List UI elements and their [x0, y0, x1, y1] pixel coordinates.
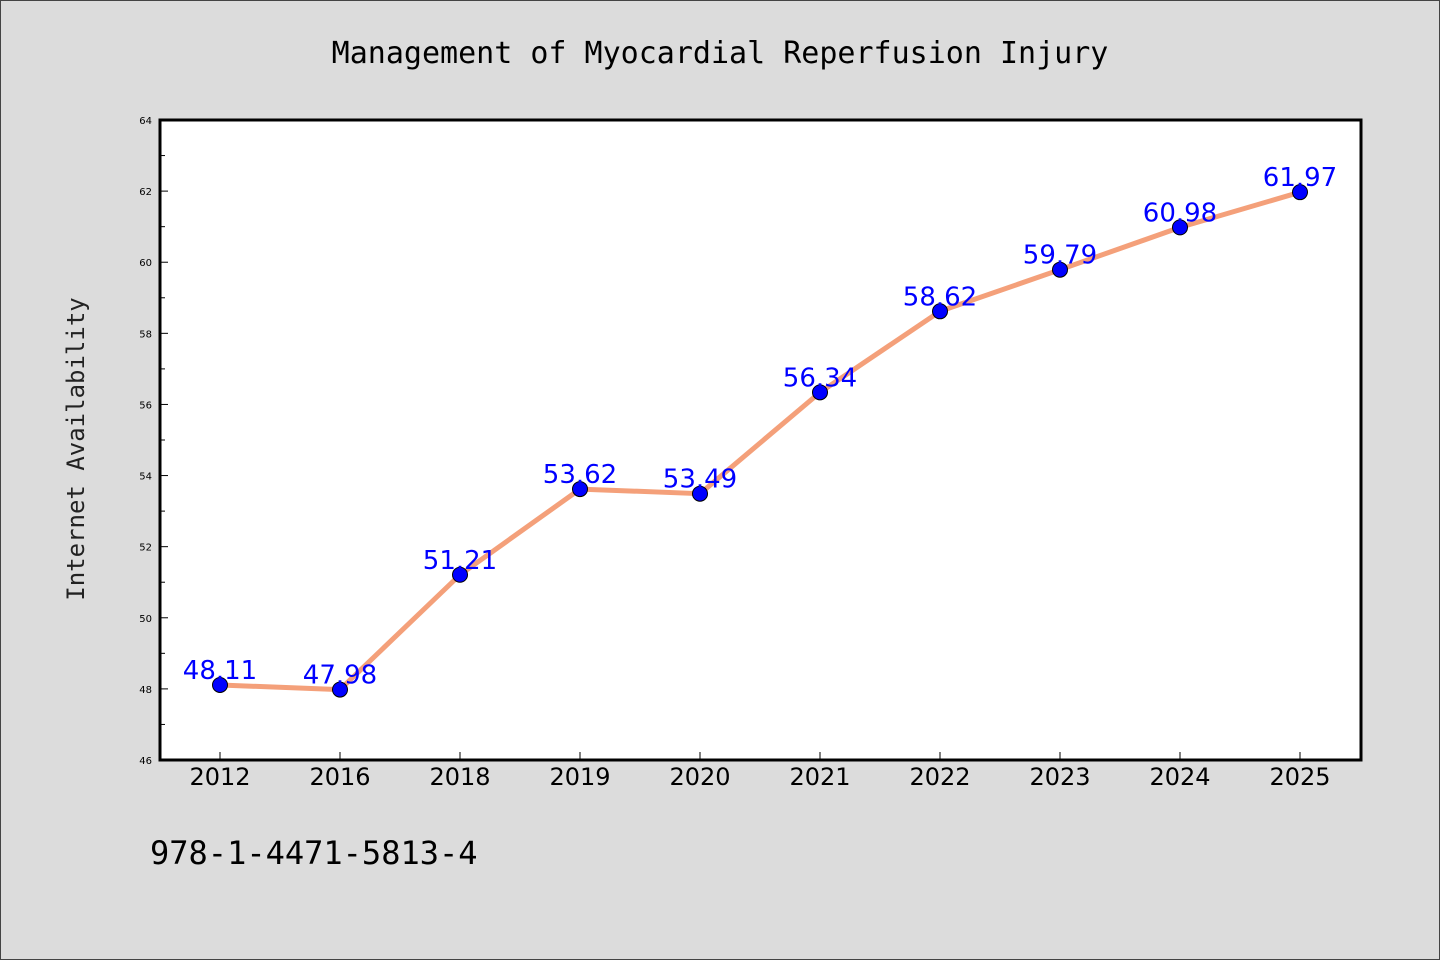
data-point [572, 481, 588, 498]
data-point [332, 681, 348, 698]
x-tick-label: 2024 [1149, 763, 1210, 791]
y-tick-label: 64 [139, 116, 152, 127]
y-tick-label: 52 [139, 543, 152, 554]
y-tick-label: 62 [139, 187, 152, 198]
data-label: 56.34 [783, 363, 857, 393]
data-label: 58.62 [903, 282, 977, 312]
data-point [1172, 219, 1188, 236]
x-tick-label: 2016 [309, 763, 370, 791]
isbn-text: 978-1-4471-5813-4 [150, 834, 478, 872]
data-point [212, 676, 228, 693]
data-point [932, 303, 948, 320]
x-tick-label: 2018 [429, 763, 490, 791]
data-label: 60.98 [1143, 198, 1217, 228]
x-tick-label: 2022 [909, 763, 970, 791]
x-axis: 2012 2016 2018 2019 2020 2021 2022 2023 2024 2025 [189, 752, 1331, 791]
data-label: 61.97 [1263, 163, 1337, 193]
chart-title: Management of Myocardial Reperfusion Inj… [332, 36, 1109, 71]
x-tick-label: 2020 [669, 763, 730, 791]
y-tick-label: 50 [139, 614, 152, 625]
data-label: 48.11 [183, 656, 257, 686]
x-tick-label: 2023 [1029, 763, 1090, 791]
series-line-group [217, 189, 1303, 693]
data-point [1052, 261, 1068, 278]
data-labels: 48.11 47.98 51.21 53.62 53.49 56.34 58.62 59.79… [183, 163, 1337, 690]
series-markers [212, 184, 1308, 698]
y-tick-label: 58 [139, 329, 152, 340]
x-tick-label: 2021 [789, 763, 850, 791]
y-axis-label: Internet Availability [62, 297, 90, 600]
y-tick-label: 60 [139, 258, 152, 269]
data-point [692, 485, 708, 502]
series-line [217, 189, 1303, 693]
x-tick-label: 2019 [549, 763, 610, 791]
data-point [812, 384, 828, 401]
data-label: 59.79 [1023, 241, 1097, 271]
x-tick-label: 2025 [1269, 763, 1330, 791]
y-tick-label: 56 [139, 400, 152, 411]
y-axis: 46 48 50 52 54 56 58 60 62 64 [139, 116, 168, 767]
x-tick-label: 2012 [189, 763, 250, 791]
y-tick-label: 54 [139, 472, 152, 483]
data-label: 53.62 [543, 460, 617, 490]
data-label: 53.49 [663, 465, 737, 495]
data-label: 51.21 [423, 546, 497, 576]
data-label: 47.98 [303, 661, 377, 691]
y-tick-label: 48 [139, 685, 152, 696]
data-point [1292, 184, 1308, 201]
y-tick-label: 46 [139, 756, 152, 767]
data-point [452, 566, 468, 583]
